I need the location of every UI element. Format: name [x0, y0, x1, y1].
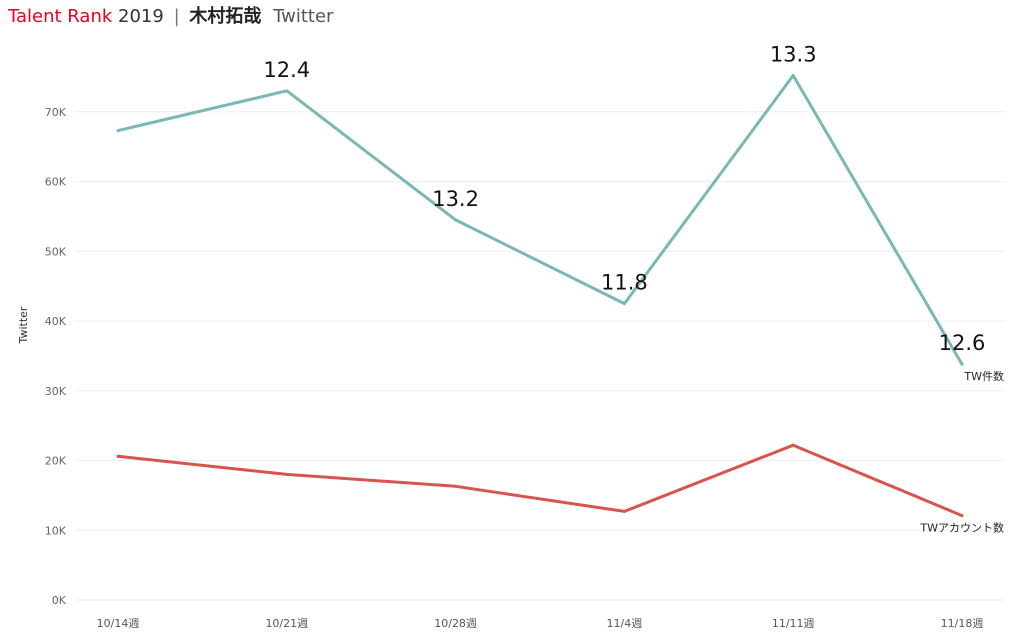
x-tick-label: 10/21週: [265, 617, 308, 630]
data-point: [791, 443, 795, 447]
series-line-1: [116, 443, 964, 518]
data-point: [960, 514, 964, 518]
data-point: [454, 484, 458, 488]
x-tick-label: 11/4週: [607, 617, 643, 630]
data-label: 13.2: [432, 187, 479, 211]
x-tick-label: 11/18週: [941, 617, 984, 630]
y-tick-label: 0K: [52, 594, 67, 607]
series-end-label: TW件数: [963, 370, 1004, 383]
y-tick-label: 60K: [45, 176, 67, 189]
series-end-label: TWアカウント数: [919, 522, 1004, 535]
series-lines: [116, 73, 964, 518]
y-tick-label: 50K: [45, 245, 67, 258]
data-label: 12.4: [263, 58, 310, 82]
brand-title: Talent Rank: [8, 6, 113, 27]
data-point: [116, 454, 120, 458]
data-point: [791, 73, 795, 77]
data-point: [285, 89, 289, 93]
series-line-0: [116, 74, 964, 366]
y-axis-label: Twitter: [17, 306, 30, 344]
data-label: 12.6: [939, 331, 986, 355]
data-label: 11.8: [601, 271, 648, 295]
data-label: 13.3: [770, 42, 817, 66]
data-point: [622, 302, 626, 306]
title-separator: |: [173, 6, 180, 27]
y-tick-label: 30K: [45, 385, 67, 398]
data-point: [622, 509, 626, 513]
talent-name: 木村拓哉: [189, 6, 262, 27]
title-subtitle: Twitter: [273, 6, 334, 27]
data-labels: 12.4 13.2 11.8 13.3 12.6 TW件数 TWアカウント数: [263, 42, 1004, 534]
axes: 0K 10K 20K 30K 40K 50K 60K 70K Twitter 10/14週 10/2…: [17, 106, 983, 630]
data-point: [116, 129, 120, 133]
x-tick-label: 10/14週: [97, 617, 140, 630]
y-tick-label: 10K: [45, 524, 67, 537]
y-tick-label: 40K: [45, 315, 67, 328]
x-tick-label: 10/28週: [434, 617, 477, 630]
x-tick-label: 11/11週: [772, 617, 815, 630]
y-tick-label: 20K: [45, 455, 67, 468]
data-point: [285, 472, 289, 476]
page-title: Talent Rank 2019 | 木村拓哉 Twitter: [8, 4, 333, 30]
data-point: [960, 362, 964, 366]
gridlines: [75, 111, 1005, 601]
title-year: 2019: [118, 6, 164, 27]
data-point: [454, 218, 458, 222]
y-tick-label: 70K: [45, 106, 67, 119]
